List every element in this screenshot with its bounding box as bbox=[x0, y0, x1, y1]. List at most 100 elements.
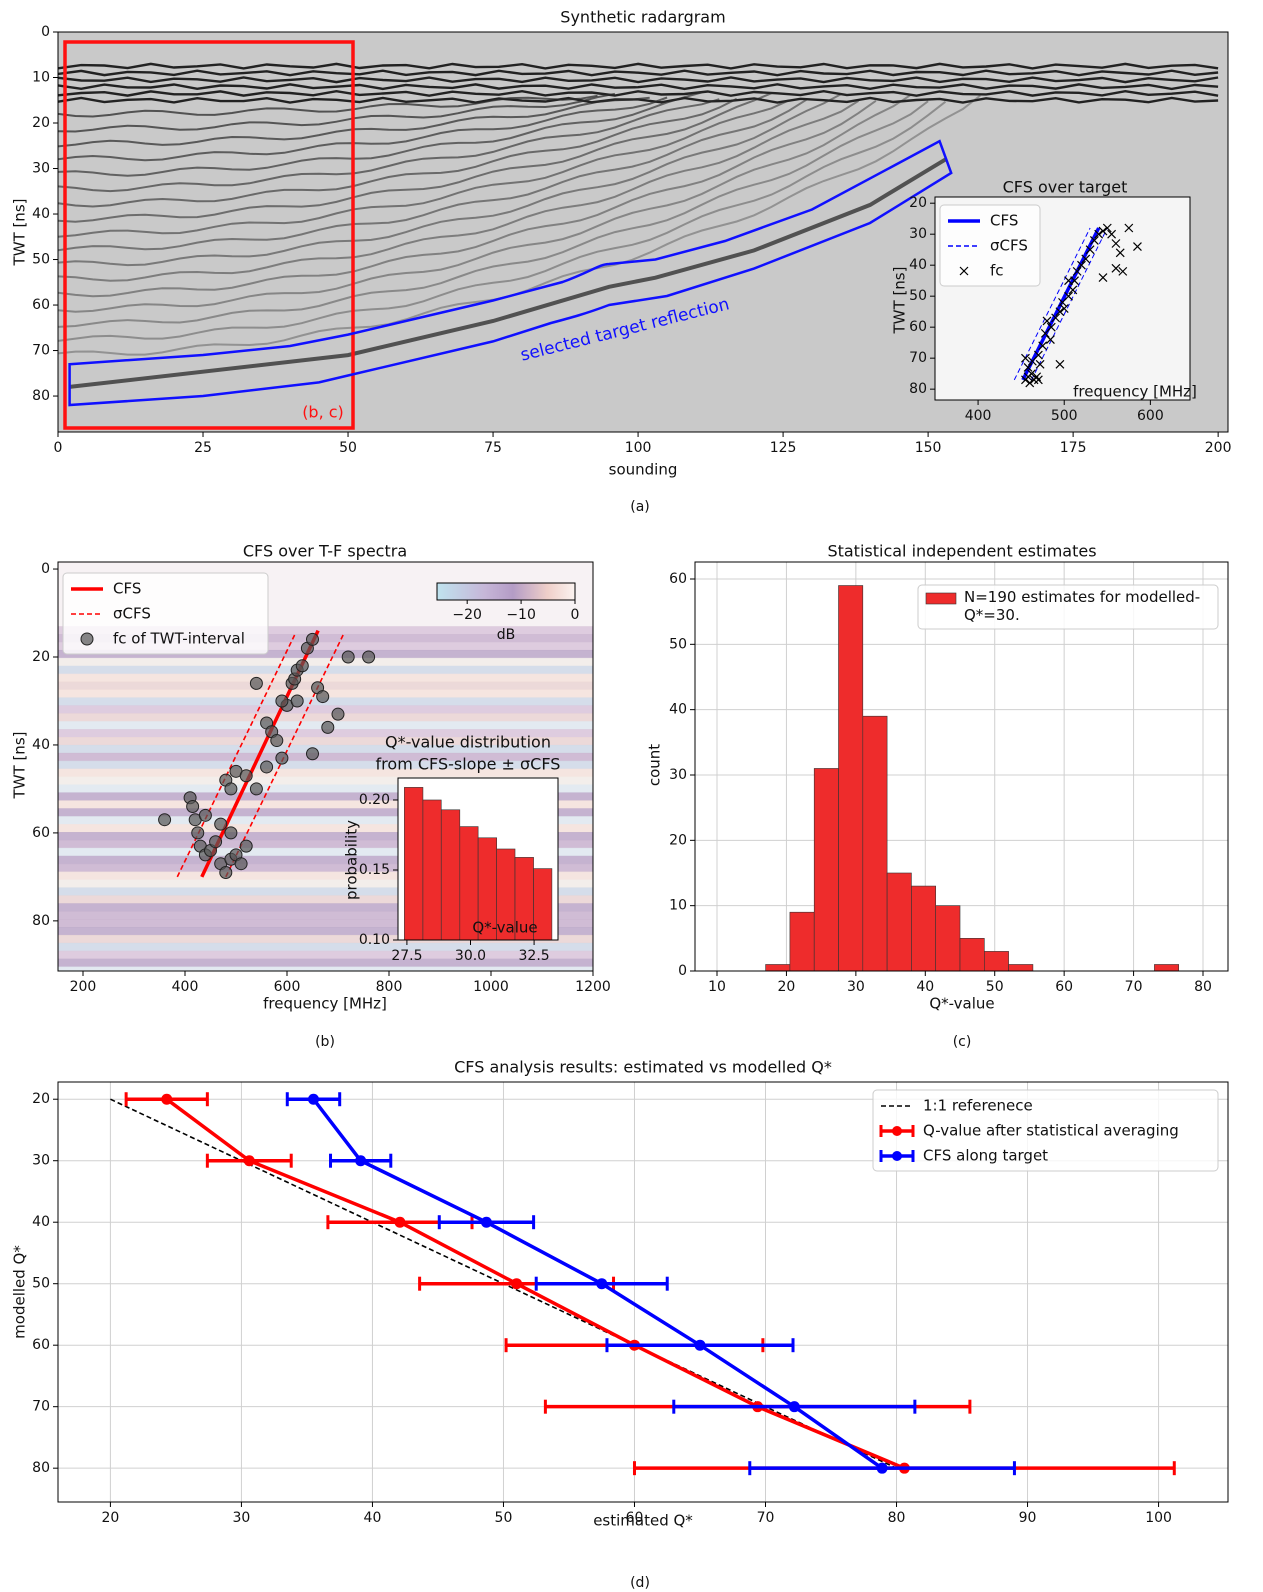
point bbox=[239, 769, 253, 783]
chart-title: Q*-value distribution bbox=[385, 733, 551, 752]
point bbox=[596, 1278, 608, 1290]
legend-label: CFS bbox=[113, 580, 141, 598]
x-tick-label: 30 bbox=[847, 979, 865, 995]
y-tick-label: 0 bbox=[41, 24, 50, 40]
legend-marker bbox=[892, 1151, 902, 1161]
x-tick-label: 1000 bbox=[473, 979, 509, 995]
spectrum-band bbox=[58, 800, 593, 809]
y-tick-label: 80 bbox=[909, 381, 927, 397]
point-stroke bbox=[1064, 276, 1073, 286]
subsurface-layer bbox=[58, 92, 616, 133]
point bbox=[1055, 307, 1065, 317]
point bbox=[1038, 341, 1048, 351]
point-stroke bbox=[1111, 239, 1121, 248]
point bbox=[1081, 254, 1091, 264]
spectrum-band bbox=[58, 934, 593, 944]
x-tick-label: 30.0 bbox=[455, 948, 486, 964]
marks bbox=[1013, 223, 1142, 388]
x-tick-label: 25 bbox=[194, 440, 212, 456]
y-tick-label: 50 bbox=[32, 1276, 50, 1292]
point bbox=[1068, 285, 1078, 295]
point bbox=[295, 659, 309, 673]
subsurface-layer bbox=[58, 99, 790, 238]
point bbox=[1058, 297, 1067, 307]
x-tick-label: 600 bbox=[274, 979, 301, 995]
bar bbox=[422, 799, 442, 940]
spectrum-band bbox=[58, 760, 593, 770]
point bbox=[1072, 266, 1082, 276]
point bbox=[1042, 316, 1052, 326]
point bbox=[234, 857, 248, 871]
point bbox=[1033, 375, 1043, 385]
point bbox=[1035, 359, 1045, 369]
colorbar bbox=[436, 582, 576, 601]
bar bbox=[862, 715, 888, 971]
legend-marker bbox=[959, 266, 969, 276]
point bbox=[1089, 235, 1099, 245]
spectrum-band bbox=[58, 839, 593, 849]
point bbox=[341, 650, 355, 664]
x-axis-label: Q*-value bbox=[472, 919, 537, 937]
legend-label: Q-value after statistical averaging bbox=[923, 1122, 1179, 1140]
legend-swatch bbox=[925, 592, 957, 605]
point bbox=[249, 782, 263, 796]
point-stroke bbox=[1051, 313, 1061, 323]
point-stroke bbox=[1042, 316, 1052, 326]
point bbox=[1055, 359, 1065, 369]
chart-subtitle: from CFS-slope ± σCFS bbox=[376, 755, 561, 774]
x-axis-label: estimated Q* bbox=[593, 1512, 693, 1530]
x-tick-label: 100 bbox=[1145, 1510, 1172, 1526]
point bbox=[158, 813, 172, 827]
spectrum-band bbox=[58, 681, 593, 691]
x-tick-label: 125 bbox=[770, 440, 797, 456]
bar bbox=[838, 585, 864, 971]
point bbox=[1051, 313, 1061, 323]
point bbox=[270, 734, 284, 748]
point bbox=[249, 676, 263, 690]
point-stroke bbox=[1055, 307, 1065, 317]
point-stroke bbox=[1023, 363, 1033, 372]
spectrum-band bbox=[58, 847, 593, 857]
selection-box bbox=[63, 40, 355, 430]
axes-frame bbox=[934, 196, 1191, 401]
y-tick-label: 30 bbox=[32, 1153, 50, 1169]
y-tick-label: 0.10 bbox=[359, 932, 390, 948]
spectrum-band bbox=[58, 784, 593, 793]
subsurface-layer bbox=[58, 91, 703, 177]
axes-frame bbox=[397, 777, 559, 941]
legend-label: N=190 estimates for modelled-Q*=30. bbox=[964, 588, 1201, 624]
point bbox=[394, 1216, 406, 1228]
point bbox=[307, 1093, 319, 1105]
x-tick-label: 75 bbox=[484, 440, 502, 456]
bar bbox=[959, 938, 985, 971]
point bbox=[305, 747, 319, 761]
spectrum-band bbox=[58, 649, 593, 659]
x-tick-label: 27.5 bbox=[391, 948, 422, 964]
x-tick-label: 60 bbox=[1055, 979, 1073, 995]
bar bbox=[886, 872, 912, 971]
subsurface-layer bbox=[58, 93, 842, 267]
point bbox=[260, 760, 274, 774]
point-stroke bbox=[1058, 297, 1067, 307]
spectrum-band bbox=[58, 863, 593, 873]
bar bbox=[404, 787, 424, 940]
point bbox=[321, 720, 335, 734]
legend-marker bbox=[892, 1126, 902, 1136]
x-tick-label: 40 bbox=[364, 1510, 382, 1526]
axes-frame bbox=[57, 1081, 1229, 1503]
point bbox=[1118, 266, 1128, 276]
subsurface-layer bbox=[58, 97, 738, 208]
point-stroke bbox=[1124, 223, 1134, 233]
subsurface-layer bbox=[58, 96, 668, 162]
legend-marker bbox=[80, 632, 94, 646]
subsurface-layer bbox=[58, 94, 912, 313]
point-stroke bbox=[1072, 266, 1082, 276]
subsurface-layer bbox=[58, 94, 598, 118]
point-stroke bbox=[1033, 350, 1043, 360]
x-axis-label: frequency [MHz] bbox=[263, 995, 387, 1013]
spectrum-band bbox=[58, 966, 593, 971]
bar bbox=[789, 911, 815, 971]
point bbox=[331, 707, 345, 721]
point bbox=[1033, 350, 1043, 360]
